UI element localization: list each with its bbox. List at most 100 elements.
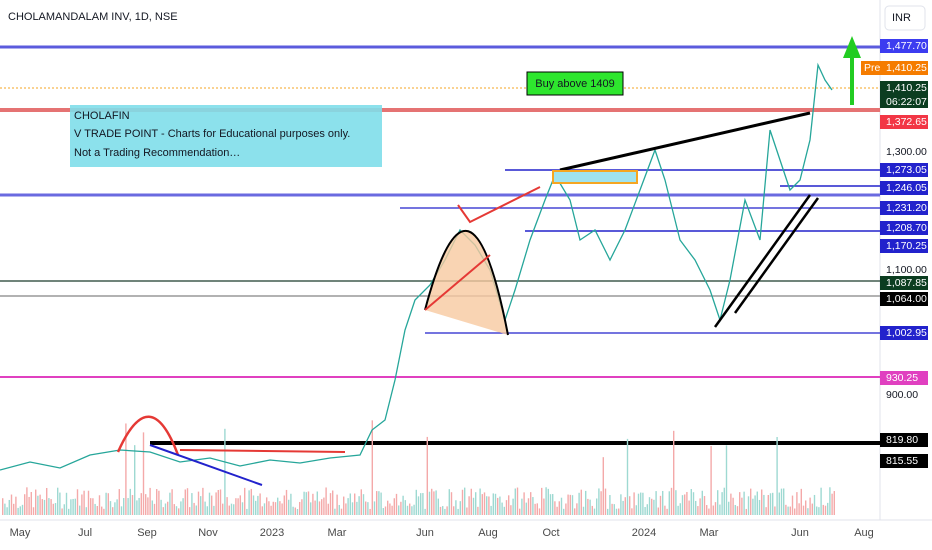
volume-bar [829, 487, 831, 515]
volume-bar [475, 492, 477, 515]
volume-bar [824, 505, 827, 515]
volume-bar [739, 492, 741, 515]
volume-bar [171, 489, 173, 515]
price-tag-box [880, 221, 928, 235]
price-tag-box [880, 371, 928, 385]
volume-bar [30, 491, 32, 515]
volume-bar [336, 494, 338, 515]
volume-bar [708, 508, 710, 515]
volume-bar [563, 508, 565, 515]
volume-bar [470, 488, 472, 515]
volume-bar [723, 487, 725, 515]
volume-bar [246, 508, 248, 515]
volume-bar [147, 497, 149, 515]
volume-bar [591, 505, 593, 515]
volume-bar [228, 505, 230, 515]
volume-bar [167, 501, 169, 515]
volume-bar [211, 495, 213, 515]
volume-bar [609, 495, 611, 515]
volume-bar [778, 492, 780, 515]
volume-bar [587, 498, 589, 515]
volume-bar [569, 494, 571, 515]
volume-bar [116, 499, 118, 515]
volume-bar [728, 501, 730, 515]
volume-bar [59, 492, 61, 515]
volume-bar [596, 498, 598, 515]
volume-bar [81, 494, 83, 515]
volume-bar [406, 505, 409, 515]
volume-bar [545, 487, 547, 515]
volume-bar [39, 494, 41, 515]
volume-bar [103, 508, 105, 515]
volume-bar [543, 498, 545, 515]
volume-bar [109, 501, 112, 515]
volume-bar [21, 504, 24, 515]
volume-bar [387, 500, 389, 515]
levels [0, 45, 880, 445]
volume-bar [107, 493, 109, 515]
volume-bar [640, 492, 642, 515]
volume-bar [721, 492, 723, 515]
price-tag-box [880, 39, 928, 53]
volume-bar [15, 496, 17, 515]
volume-bar [35, 489, 37, 515]
volume-bar [310, 502, 312, 515]
volume-bar [431, 488, 433, 515]
trend-line [149, 444, 263, 486]
volume-bar [105, 492, 107, 515]
volume-bar [624, 497, 626, 515]
volume-bar [413, 504, 415, 515]
volume-bar [611, 503, 613, 515]
volume-bar [426, 436, 428, 515]
volume-bar [149, 487, 151, 515]
volume-bar [428, 491, 431, 515]
volume-bar [695, 500, 697, 515]
volume-bar [745, 508, 747, 515]
volume-bar [580, 489, 582, 515]
volume-bar [156, 489, 158, 515]
volume-bar [50, 499, 52, 515]
volume-bar [72, 498, 74, 515]
volume-bar [712, 505, 714, 515]
volume-bar [501, 502, 503, 515]
price-tag-box [880, 276, 928, 290]
note-box [70, 105, 382, 167]
volume-bar [582, 506, 585, 515]
volume-bar [510, 505, 512, 515]
volume-bar [261, 506, 263, 515]
volume-bar [424, 508, 426, 515]
price-tag: 900.00 [886, 389, 918, 401]
volume-bar [266, 497, 268, 515]
volume-bar [65, 492, 68, 515]
volume-bar [371, 420, 373, 515]
volume-bar [813, 494, 816, 515]
volume-bar [206, 506, 208, 515]
volume-bar [585, 490, 587, 515]
time-label: Sep [137, 527, 157, 539]
volume-bar [164, 503, 167, 515]
volume-bar [679, 503, 681, 515]
price-axis: 1,477.70 1,410.25 1,410.25 1,372.65 1,300.00… [880, 39, 928, 468]
volume-bar [217, 489, 219, 515]
time-label: Mar [328, 527, 347, 539]
trend-line [559, 111, 811, 172]
volume-bar [717, 490, 719, 515]
volume-bar [668, 491, 670, 515]
volume-bar [63, 504, 65, 515]
volume-bar [118, 489, 120, 515]
volume-bar [444, 508, 446, 515]
price-tag: 1,300.00 [886, 146, 927, 158]
volume-bar [200, 496, 202, 515]
volume-bar [259, 493, 261, 515]
volume-bar [376, 491, 378, 515]
time-label: May [10, 527, 31, 539]
volume-bar [642, 492, 644, 515]
volume-bar [488, 496, 490, 515]
volume-bar [664, 505, 666, 515]
volume-bar [442, 506, 444, 515]
volume-bar [323, 497, 325, 515]
price-tag: 1,087.85 [886, 277, 927, 289]
volume-bar [783, 488, 785, 515]
volume-bar [347, 498, 349, 515]
